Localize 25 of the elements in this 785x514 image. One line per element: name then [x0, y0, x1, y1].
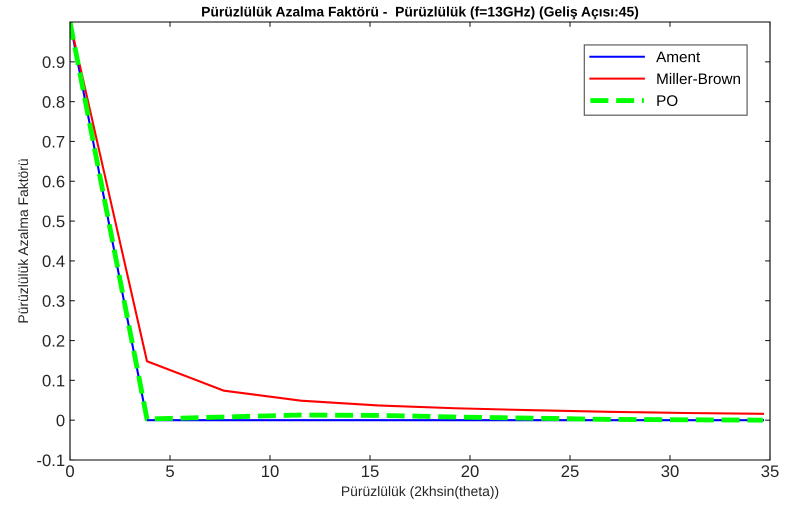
y-tick-label: 0.4	[42, 255, 65, 268]
y-tick-label: 0.2	[42, 334, 64, 347]
chart-title: Pürüzlülük Azalma Faktörü - Pürüzlülük (f=13GHz) (Geliş Açısı:45)	[202, 6, 638, 20]
y-tick-label: 0	[56, 414, 64, 426]
y-tick-label: 0.1	[42, 374, 64, 387]
legend-label: Miller-Brown	[657, 72, 740, 84]
y-tick-label: 0.6	[42, 176, 64, 188]
y-tick-label: 0.5	[42, 215, 64, 228]
x-tick-label: 15	[362, 465, 379, 478]
x-tick-label: 25	[562, 465, 579, 478]
y-axis-title: Pürüzlülük Azalma Faktörü	[18, 159, 28, 322]
x-tick-label: 5	[166, 465, 174, 478]
y-tick-label: -0.1	[37, 454, 64, 466]
y-tick-label: 0.7	[42, 136, 64, 148]
legend-label: Ament	[656, 52, 700, 62]
x-tick-label: 35	[761, 465, 779, 478]
y-tick-label: 0.3	[42, 295, 64, 307]
legend-label: PO	[657, 95, 678, 106]
x-tick-label: 10	[262, 465, 279, 478]
y-tick-label: 0.8	[42, 96, 64, 108]
x-tick-label: 30	[661, 465, 679, 478]
y-tick-label: 0.9	[42, 56, 64, 68]
x-tick-label: 0	[66, 465, 74, 478]
x-axis-title: Pürüzlülük (2khsin(theta))	[342, 486, 498, 499]
x-tick-label: 20	[462, 465, 479, 478]
